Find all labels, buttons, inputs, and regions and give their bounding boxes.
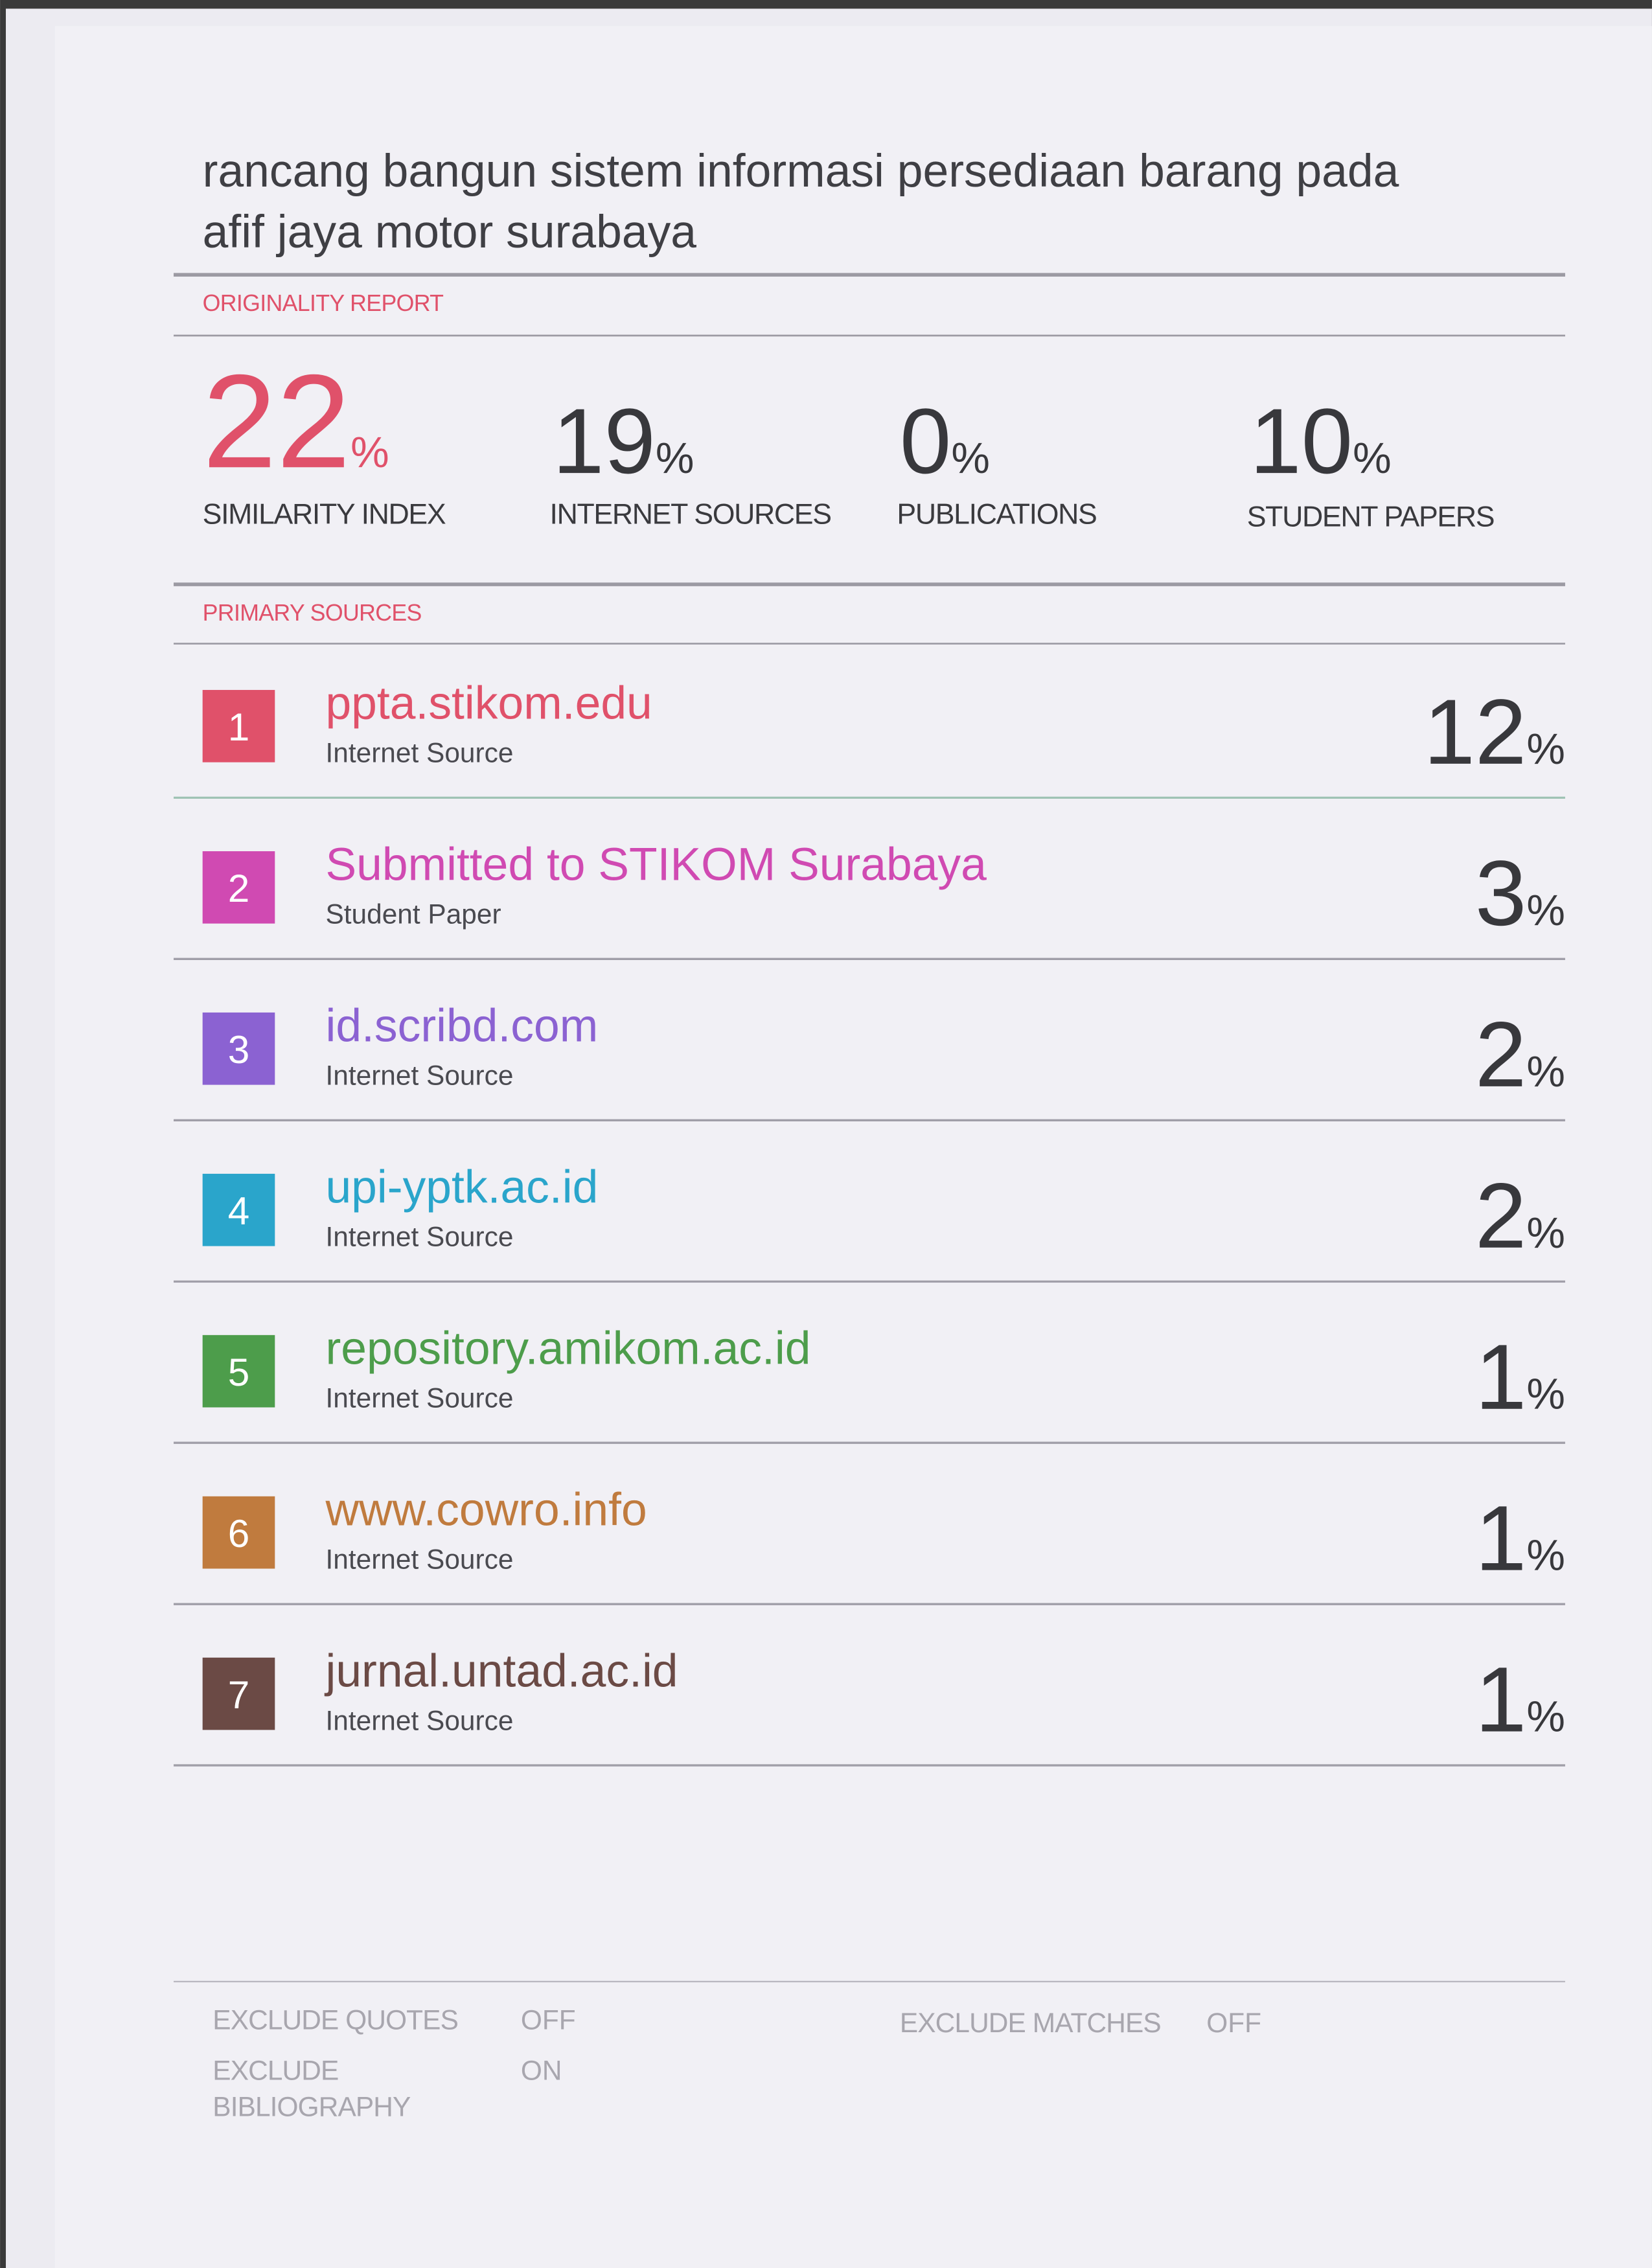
setting-label: EXCLUDE MATCHES [900,2008,1161,2038]
report-title: afif jaya motor surabaya [203,206,697,258]
source-kind: Internet Source [325,1060,513,1091]
score-label: SIMILARITY INDEX [203,498,446,530]
rank-number: 7 [228,1673,250,1717]
setting-label: BIBLIOGRAPHY [212,2092,411,2122]
rank-number: 2 [228,866,250,910]
report-title: rancang bangun sistem informasi persedia… [203,145,1399,197]
source-name: Submitted to STIKOM Surabaya [325,839,987,891]
source-name: upi-yptk.ac.id [325,1162,598,1213]
source-percent-number: 12 [1423,681,1526,784]
score: 19% [553,390,694,493]
source-name: ppta.stikom.edu [325,678,652,729]
rank-number: 5 [228,1350,250,1394]
rank-badge [202,851,275,924]
similarity-score: 22% [203,347,389,496]
source-percent: 3% [1475,842,1565,945]
rank-number: 4 [228,1189,250,1233]
source-percent: 1% [1475,1326,1565,1429]
source-kind: Internet Source [325,738,513,768]
source-name: jurnal.untad.ac.id [324,1645,678,1697]
percent-sign: % [1526,1209,1565,1257]
source-percent: 12% [1423,681,1565,784]
source-percent: 2% [1475,1003,1565,1106]
rank-badge [202,1334,275,1408]
setting-state: ON [521,2056,562,2086]
source-percent-number: 1 [1475,1487,1526,1590]
percent-sign: % [1526,886,1565,935]
source-percent-number: 1 [1475,1326,1526,1429]
percent-sign: % [1526,1048,1565,1096]
source-percent: 1% [1475,1649,1565,1752]
source-percent: 2% [1475,1165,1565,1268]
percent-sign: % [1526,1370,1565,1419]
source-percent-number: 3 [1475,842,1526,945]
source-name: id.scribd.com [325,1000,598,1052]
percent-sign: % [350,428,389,477]
percent-sign: % [1526,725,1565,773]
rank-badge [202,1496,275,1569]
rank-number: 6 [228,1511,250,1555]
section-heading: ORIGINALITY REPORT [203,290,444,316]
source-kind: Internet Source [325,1382,513,1413]
source-kind: Internet Source [325,1544,513,1574]
rank-badge [202,1657,275,1730]
source-kind: Internet Source [325,1705,513,1735]
source-percent-number: 2 [1475,1003,1526,1106]
rank-badge [202,690,275,762]
score-label: STUDENT PAPERS [1247,501,1494,533]
setting-label: EXCLUDE [212,2056,338,2086]
rank-number: 1 [228,705,250,749]
score: 0% [900,390,990,493]
score-number: 0 [900,390,951,493]
score-number: 19 [553,390,656,493]
percent-sign: % [1526,1693,1565,1741]
score: 10% [1250,390,1391,493]
source-kind: Internet Source [325,1222,513,1252]
score-label: INTERNET SOURCES [550,498,831,530]
source-percent-number: 1 [1475,1649,1526,1752]
score-label: PUBLICATIONS [897,498,1096,530]
setting-state: OFF [521,2005,576,2035]
rank-number: 3 [228,1027,250,1071]
percent-sign: % [1353,434,1392,483]
setting-state: OFF [1206,2008,1261,2038]
setting-label: EXCLUDE QUOTES [212,2005,458,2035]
source-kind: Student Paper [325,899,501,930]
source-percent: 1% [1475,1487,1565,1590]
report-sheet [54,26,1652,2268]
rank-badge [202,1173,275,1246]
section-heading: PRIMARY SOURCES [203,600,422,626]
source-name: repository.amikom.ac.id [325,1323,810,1375]
percent-sign: % [1526,1531,1565,1580]
source-name: www.cowro.info [325,1483,647,1535]
percent-sign: % [951,434,990,483]
score-number: 10 [1250,390,1353,493]
percent-sign: % [656,434,694,483]
similarity-score-number: 22 [203,347,350,496]
rank-badge [202,1012,275,1085]
source-percent-number: 2 [1475,1165,1526,1268]
